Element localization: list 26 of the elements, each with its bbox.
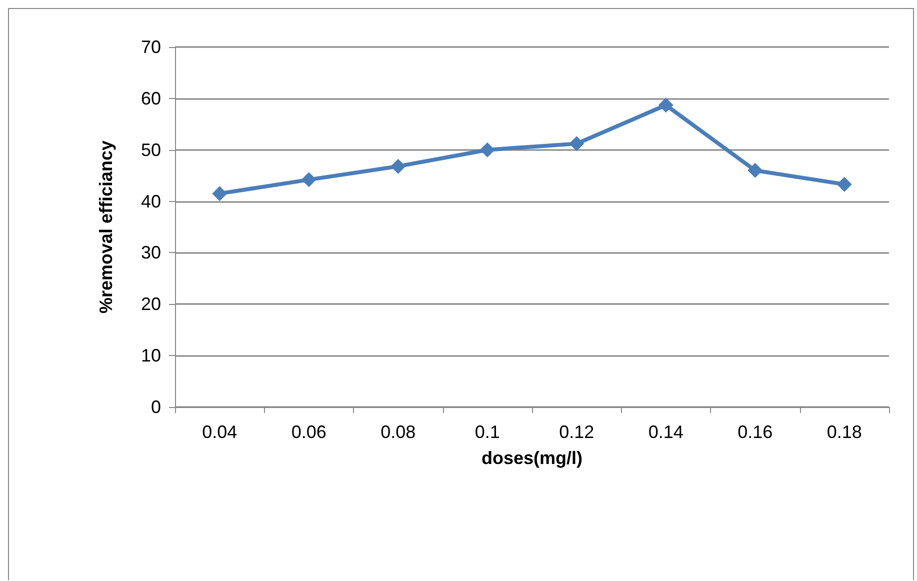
y-tick-label: 30	[140, 242, 161, 263]
point	[212, 186, 228, 202]
x-tick-label: 0.06	[291, 422, 326, 442]
x-tick-label: 0.18	[826, 422, 862, 442]
y-tick-label: 10	[140, 346, 161, 366]
y-axis-title: %removal efficiancy	[96, 140, 116, 314]
y-tick-label: 20	[140, 294, 161, 314]
point	[480, 142, 495, 158]
x-tick-label: 0.1	[474, 422, 500, 442]
x-tick-label: 0.08	[380, 422, 416, 442]
point	[390, 158, 406, 174]
y-tick-label: 70	[140, 37, 161, 57]
point	[569, 136, 584, 152]
x-tick-label: 0.04	[202, 422, 238, 442]
y-tick-label: 0	[150, 397, 161, 417]
point	[836, 176, 852, 192]
y-tick-label: 50	[140, 140, 161, 160]
x-tick-label: 0.16	[738, 422, 773, 442]
point	[748, 162, 763, 178]
y-tick-label: 40	[140, 191, 161, 212]
point	[658, 98, 674, 113]
point	[301, 172, 316, 188]
x-tick-label: 0.14	[648, 422, 684, 442]
x-tick-label: 0.12	[559, 422, 594, 442]
y-tick-label: 60	[140, 88, 161, 108]
x-axis-title: doses(mg/l)	[481, 448, 583, 468]
